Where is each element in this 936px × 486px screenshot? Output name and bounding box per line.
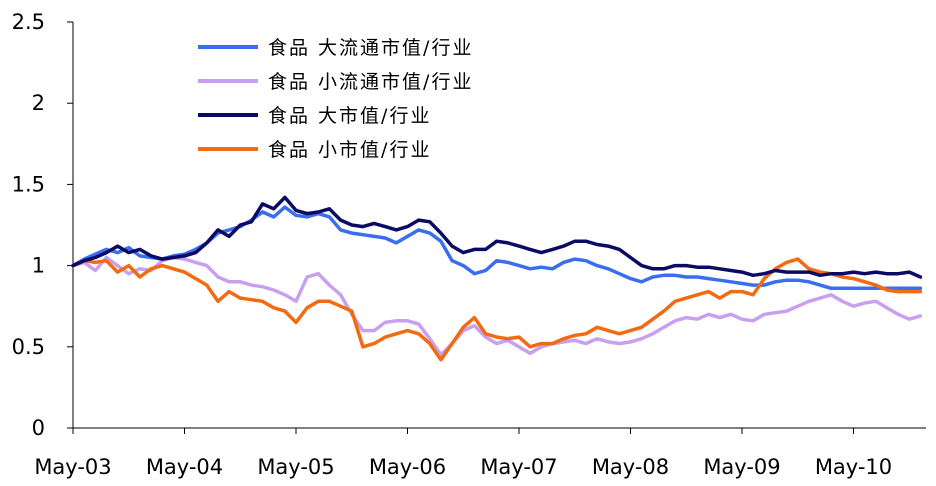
plot-series bbox=[71, 195, 923, 362]
series-line-3 bbox=[71, 195, 923, 279]
y-tick-label: 2.5 bbox=[12, 10, 45, 34]
y-tick-label: 1 bbox=[32, 254, 45, 278]
legend-label-2: 食品 小流通市值/行业 bbox=[268, 71, 473, 93]
y-tick-label: 0 bbox=[32, 416, 45, 440]
y-tick-label: 1.5 bbox=[12, 172, 45, 196]
legend-label-4: 食品 小市值/行业 bbox=[268, 139, 431, 161]
y-tick-label: 2 bbox=[32, 91, 45, 115]
y-tick-labels: 0 0.5 1 1.5 2 2.5 bbox=[12, 10, 45, 440]
x-tick-label: May-08 bbox=[592, 455, 669, 479]
series-line-4 bbox=[71, 257, 923, 362]
legend-label-1: 食品 大流通市值/行业 bbox=[268, 37, 473, 59]
x-tick-label: May-03 bbox=[34, 455, 111, 479]
x-tick-label: May-05 bbox=[257, 455, 334, 479]
series-line-2 bbox=[71, 255, 923, 357]
y-tick-label: 0.5 bbox=[12, 335, 45, 359]
x-tick-label: May-04 bbox=[146, 455, 223, 479]
x-tick-labels: May-03 May-04 May-05 May-06 May-07 May-08 May-… bbox=[34, 455, 892, 479]
x-tick-label: May-10 bbox=[815, 455, 892, 479]
legend-label-3: 食品 大市值/行业 bbox=[268, 105, 431, 127]
x-tick-label: May-07 bbox=[480, 455, 557, 479]
x-tick-label: May-09 bbox=[703, 455, 780, 479]
chart-axes bbox=[67, 21, 926, 434]
x-tick-label: May-06 bbox=[369, 455, 446, 479]
